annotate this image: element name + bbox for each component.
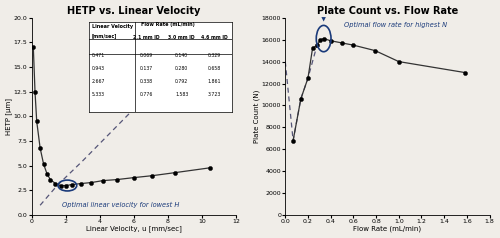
Title: HETP vs. Linear Velocity: HETP vs. Linear Velocity [67, 5, 200, 15]
Y-axis label: Plate Count (N): Plate Count (N) [254, 90, 260, 143]
X-axis label: Linear Velocity, u [mm/sec]: Linear Velocity, u [mm/sec] [86, 226, 182, 233]
Y-axis label: HETP [µm]: HETP [µm] [6, 98, 12, 135]
Title: Plate Count vs. Flow Rate: Plate Count vs. Flow Rate [317, 5, 458, 15]
Text: Optimal flow rate for highest N: Optimal flow rate for highest N [344, 22, 448, 29]
Text: Optimal linear velocity for lowest H: Optimal linear velocity for lowest H [62, 202, 180, 208]
X-axis label: Flow Rate (mL/min): Flow Rate (mL/min) [354, 226, 422, 232]
